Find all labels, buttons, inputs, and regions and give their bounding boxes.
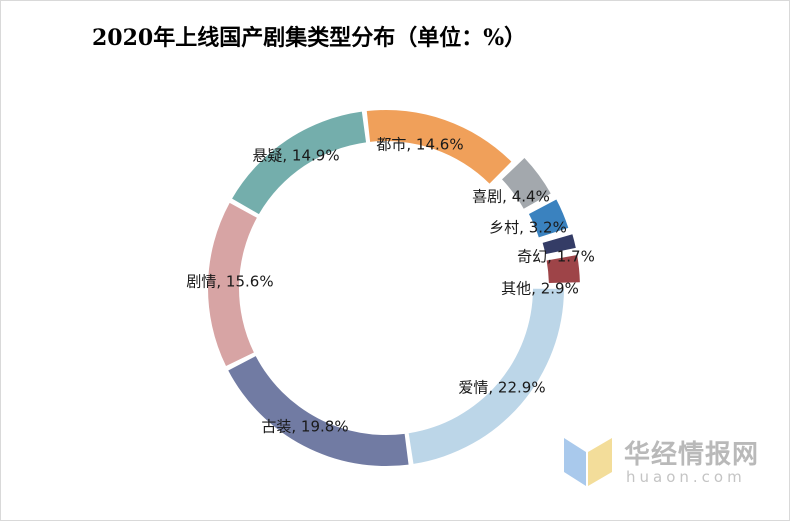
donut-slice-剧情 <box>208 202 257 367</box>
donut-labels: 都市, 14.6% 喜剧, 4.4% 乡村, 3.2% 奇幻, 1.7% 其他, 2.9… <box>186 136 594 436</box>
donut-slice-乡村 <box>528 199 569 238</box>
data-label-古装: 古装, 19.8% <box>261 418 348 436</box>
donut-slice-爱情 <box>408 288 564 464</box>
data-label-剧情: 剧情, 15.6% <box>186 273 273 291</box>
donut-slice-都市 <box>366 110 512 184</box>
data-label-悬疑: 悬疑, 14.9% <box>252 147 339 165</box>
watermark-logo-icon <box>564 438 612 486</box>
donut-slice-悬疑 <box>232 111 367 215</box>
data-label-爱情: 爱情, 22.9% <box>458 379 545 397</box>
donut-slice-奇幻 <box>542 234 576 255</box>
watermark-name: 华经情报网 <box>624 440 760 470</box>
data-label-喜剧: 喜剧, 4.4% <box>472 188 550 206</box>
donut-slice-古装 <box>228 356 409 466</box>
chart-title: 2020年上线国产剧集类型分布（单位：%） <box>92 25 527 51</box>
data-label-都市: 都市, 14.6% <box>376 136 463 154</box>
donut-slice-喜剧 <box>502 158 551 209</box>
data-label-乡村: 乡村, 3.2% <box>489 219 567 237</box>
data-label-其他: 其他, 2.9% <box>501 280 579 298</box>
data-label-奇幻: 奇幻, 1.7% <box>517 248 595 266</box>
watermark-url: huaon.com <box>626 468 746 486</box>
donut-slices <box>208 110 580 466</box>
donut-slice-其他 <box>546 255 580 284</box>
watermark: 华经情报网 huaon.com <box>562 432 777 490</box>
